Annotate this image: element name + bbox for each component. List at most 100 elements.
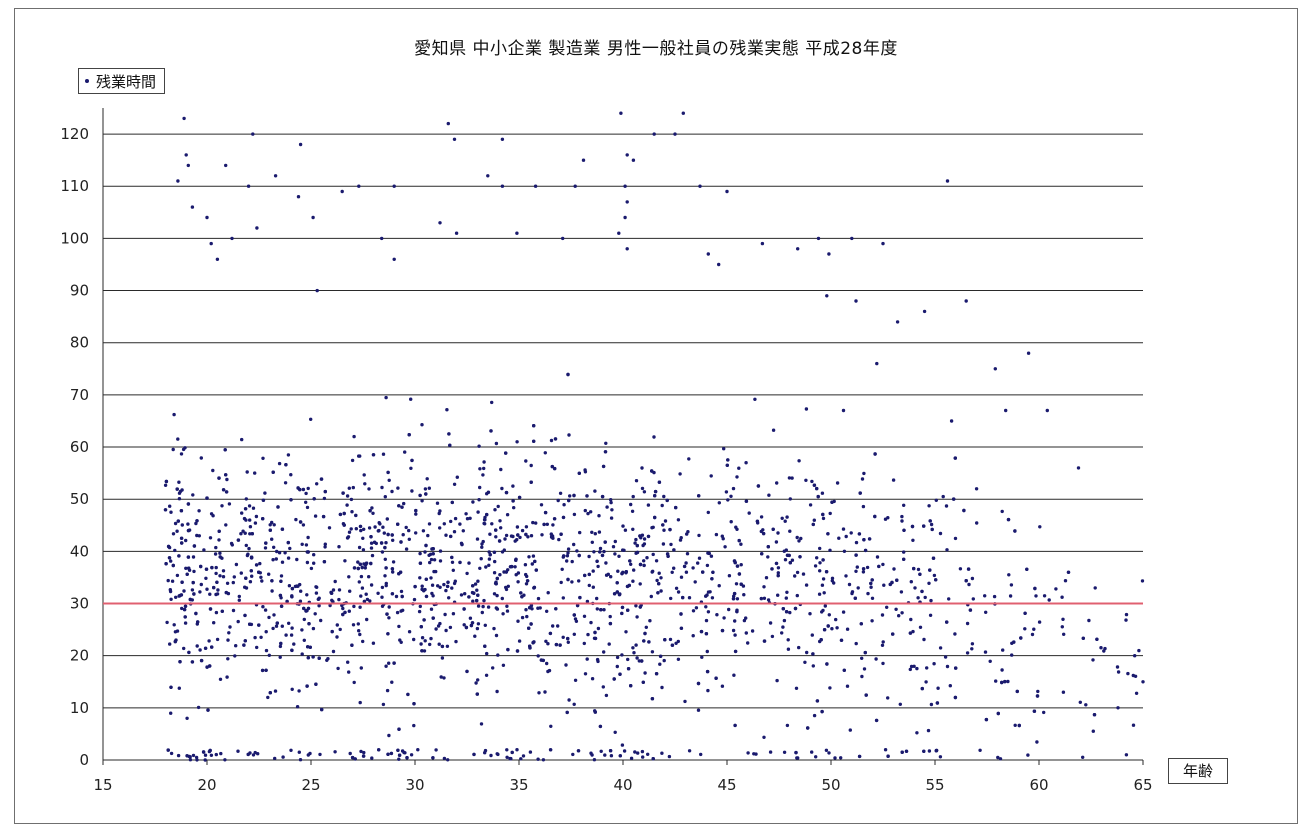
data-point [515, 525, 520, 529]
data-point [621, 524, 625, 528]
data-point [804, 583, 809, 587]
data-point [224, 490, 229, 494]
data-point [706, 252, 710, 256]
data-point [870, 578, 874, 582]
data-point [543, 690, 547, 694]
data-point [818, 569, 822, 573]
data-point [319, 477, 324, 481]
data-point [380, 585, 385, 590]
data-point [396, 486, 400, 490]
y-tick-label: 60 [70, 438, 89, 456]
data-point [273, 174, 278, 178]
data-point [280, 560, 285, 564]
data-point [483, 522, 487, 526]
data-point [532, 585, 537, 590]
data-point [862, 538, 866, 542]
data-point [244, 518, 248, 522]
data-point [562, 554, 566, 558]
data-point [651, 757, 655, 761]
data-point [251, 132, 255, 136]
data-point [520, 595, 524, 599]
data-point [462, 607, 466, 611]
data-point [409, 466, 413, 470]
data-point [704, 618, 709, 623]
data-point [280, 527, 285, 531]
data-point [224, 523, 228, 527]
data-point [246, 752, 250, 757]
data-point [657, 571, 661, 575]
data-point [251, 506, 256, 510]
data-point [195, 519, 199, 523]
data-point [444, 533, 448, 537]
data-point [908, 631, 913, 635]
data-point [828, 511, 832, 516]
data-point [305, 560, 310, 565]
data-point [869, 585, 873, 589]
data-point [1076, 466, 1081, 470]
data-point [279, 604, 284, 608]
data-point [495, 576, 499, 581]
data-point [486, 174, 490, 178]
data-point [618, 672, 622, 676]
data-point [268, 691, 272, 695]
data-point [516, 533, 520, 537]
data-point [633, 541, 637, 545]
data-point [556, 624, 560, 628]
data-point [453, 579, 457, 583]
data-point [625, 153, 629, 157]
data-point [715, 613, 719, 617]
data-point [609, 516, 614, 520]
data-point [766, 555, 770, 559]
data-point [251, 753, 256, 757]
data-point [220, 504, 224, 508]
data-point [261, 498, 266, 502]
data-point [420, 587, 424, 592]
data-point [590, 677, 595, 681]
data-point [610, 508, 614, 512]
data-point [567, 498, 571, 503]
data-point [619, 111, 623, 115]
data-point [918, 572, 922, 576]
data-point [585, 494, 589, 498]
data-point [228, 625, 232, 629]
data-point [300, 652, 304, 656]
data-point [431, 616, 435, 620]
data-point [483, 751, 487, 755]
data-point [663, 519, 668, 523]
data-point [295, 584, 299, 588]
data-point [476, 622, 481, 626]
data-point [271, 558, 275, 562]
data-point [347, 609, 351, 613]
data-point [358, 524, 363, 529]
data-point [815, 556, 819, 560]
data-point [577, 471, 581, 475]
data-point [908, 667, 912, 672]
data-point [424, 492, 428, 496]
data-point [900, 611, 904, 615]
data-point [380, 236, 384, 241]
data-point [539, 658, 544, 662]
data-point [566, 640, 570, 644]
data-point [490, 400, 494, 405]
data-point [640, 749, 645, 754]
data-point [481, 539, 485, 544]
data-point [367, 526, 372, 530]
data-point [864, 693, 868, 697]
data-point [668, 637, 673, 642]
data-point [681, 595, 685, 600]
data-point [706, 510, 710, 515]
data-point [602, 650, 606, 654]
data-point [250, 574, 254, 578]
data-point [423, 550, 427, 554]
data-point [313, 612, 317, 616]
data-point [790, 558, 795, 562]
data-point [454, 639, 458, 644]
data-point [548, 748, 553, 752]
data-point [915, 666, 919, 671]
data-point [221, 575, 226, 579]
data-point [397, 757, 401, 761]
data-point [1060, 595, 1064, 599]
data-point [192, 544, 197, 548]
data-point [467, 561, 471, 565]
data-point [302, 606, 306, 611]
